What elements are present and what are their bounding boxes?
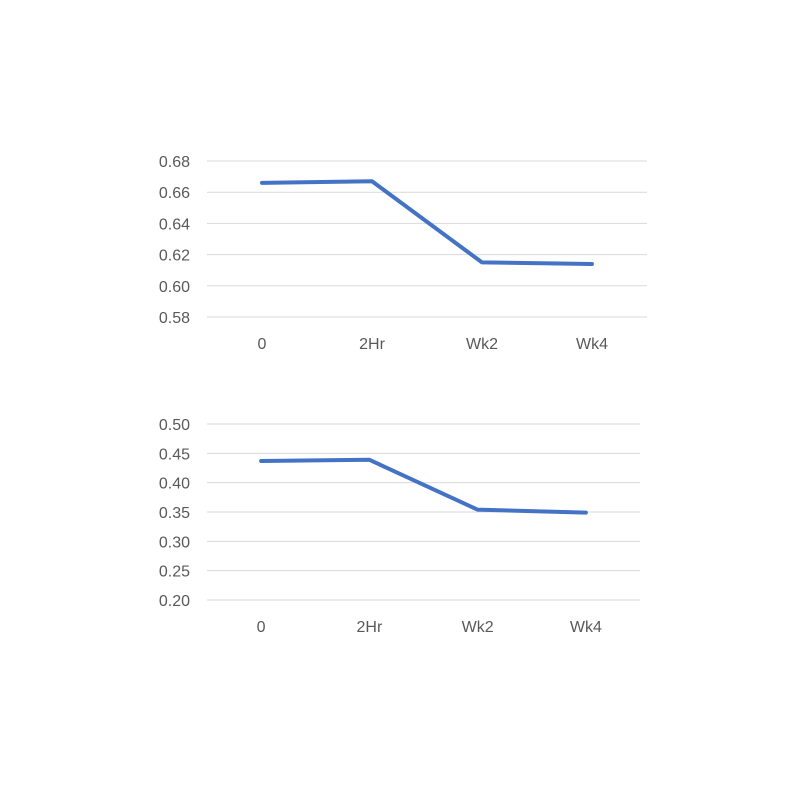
series-line: [260, 179, 594, 266]
y-tick-label: 0.50: [159, 417, 190, 434]
x-tick-label: Wk2: [462, 619, 494, 636]
data-point: [481, 261, 483, 263]
y-tick-label: 0.40: [159, 476, 190, 493]
y-tick-label: 0.45: [159, 446, 190, 463]
data-point: [260, 460, 262, 462]
y-tick-label: 0.25: [159, 564, 190, 581]
data-point: [261, 182, 263, 184]
chart-1: 0.58 0.60 0.62 0.64 0.66 0.68 0 2Hr Wk2 Wk4: [159, 154, 647, 353]
data-point: [371, 180, 373, 182]
x-tick-label: Wk4: [576, 336, 608, 353]
x-tick-label: 0: [257, 619, 266, 636]
x-tick-label: 2Hr: [356, 619, 382, 636]
data-point: [585, 512, 587, 514]
x-tick-label: 0: [258, 336, 267, 353]
y-tick-label: 0.66: [159, 185, 190, 202]
chart-2: 0.20 0.25 0.30 0.35 0.40 0.45 0.50 0 2Hr Wk2 Wk4: [159, 417, 640, 636]
y-tick-label: 0.60: [159, 279, 190, 296]
y-tick-label: 0.68: [159, 154, 190, 171]
y-tick-label: 0.58: [159, 310, 190, 327]
y-tick-label: 0.35: [159, 505, 190, 522]
data-point: [477, 509, 479, 511]
data-point: [368, 459, 370, 461]
y-tick-label: 0.20: [159, 593, 190, 610]
y-tick-label: 0.30: [159, 534, 190, 551]
x-tick-label: 2Hr: [359, 336, 385, 353]
y-tick-label: 0.62: [159, 248, 190, 265]
x-tick-label: Wk4: [570, 619, 602, 636]
y-tick-label: 0.64: [159, 216, 190, 233]
series-line: [259, 457, 588, 515]
data-point: [591, 263, 593, 265]
x-tick-label: Wk2: [466, 336, 498, 353]
